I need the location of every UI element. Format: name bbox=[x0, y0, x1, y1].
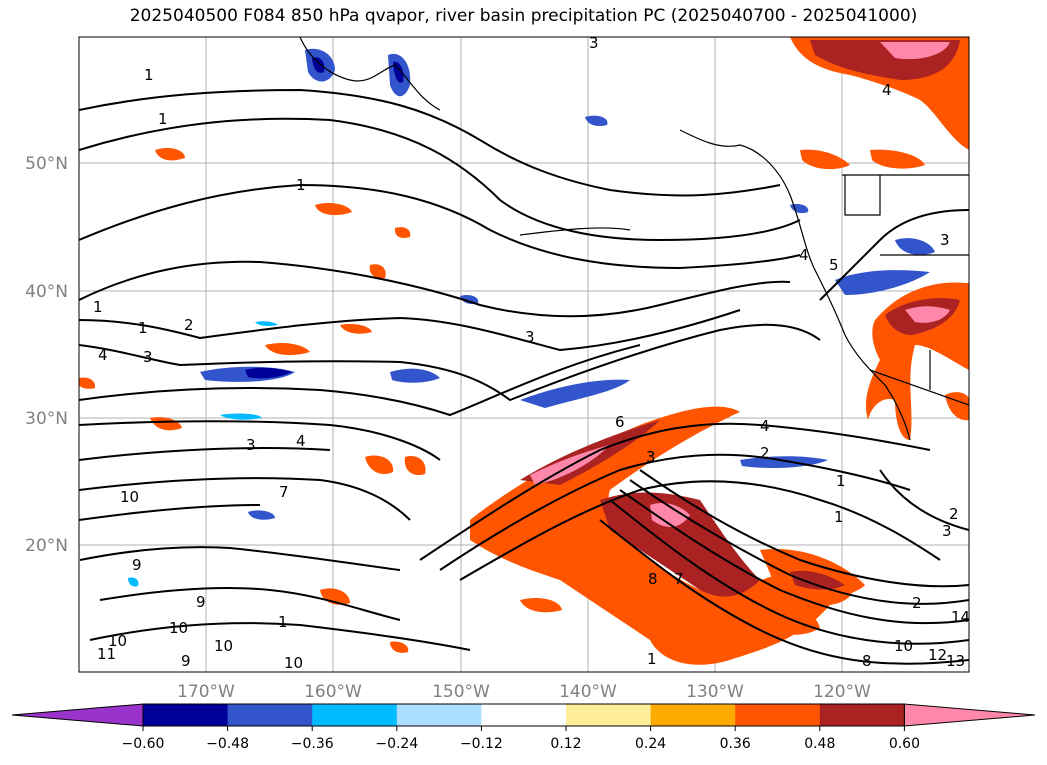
contour-label: 1 bbox=[834, 508, 844, 526]
contour-label: 2 bbox=[949, 505, 959, 523]
contour-label: 2 bbox=[760, 444, 770, 462]
contour-label: 5 bbox=[829, 256, 839, 274]
contour-label: 11 bbox=[97, 645, 116, 663]
contour-label: 7 bbox=[674, 570, 684, 588]
contour-label: 4 bbox=[760, 417, 770, 435]
colorbar-tick-label: 0.60 bbox=[889, 736, 920, 752]
contour-label: 4 bbox=[296, 432, 306, 450]
lat-label-50n: 50°N bbox=[25, 154, 68, 174]
contour-label: 8 bbox=[648, 570, 658, 588]
contour-label: 1 bbox=[144, 66, 154, 84]
lon-label-130w: 130°W bbox=[686, 682, 744, 702]
contour-label: 10 bbox=[214, 637, 233, 655]
colorbar-tick-label: 0.12 bbox=[550, 736, 581, 752]
colorbar-segment bbox=[650, 704, 736, 726]
contour-label: 1 bbox=[296, 176, 306, 194]
contour-label: 10 bbox=[284, 654, 303, 672]
contour-label: 4 bbox=[799, 246, 809, 264]
latitude-labels: 50°N 40°N 30°N 20°N bbox=[25, 154, 68, 556]
colorbar-tick-label: 0.24 bbox=[635, 736, 666, 752]
contour-label: 12 bbox=[928, 646, 947, 664]
colorbar-tick-label: −0.60 bbox=[122, 736, 165, 752]
contour-label: 4 bbox=[98, 346, 108, 364]
contour-label: 10 bbox=[120, 488, 139, 506]
contour-label: 1 bbox=[138, 319, 148, 337]
contour-label: 3 bbox=[143, 348, 153, 366]
contour-label: 1 bbox=[158, 110, 168, 128]
contour-label: 6 bbox=[615, 413, 625, 431]
qvapor-contours bbox=[79, 88, 969, 665]
lon-label-140w: 140°W bbox=[559, 682, 617, 702]
contour-label: 4 bbox=[882, 81, 892, 99]
colorbar: −0.60 −0.48 −0.36 −0.24 −0.12 0.12 0.24 0.36 0.4… bbox=[11, 703, 1036, 752]
contour-label: 3 bbox=[940, 231, 950, 249]
contour-label: 1 bbox=[647, 650, 657, 668]
colorbar-frame bbox=[142, 703, 905, 727]
colorbar-extend-low bbox=[11, 703, 144, 727]
contour-label: 10 bbox=[894, 637, 913, 655]
map-frame bbox=[78, 36, 970, 673]
contour-label: 1 bbox=[93, 298, 103, 316]
contour-label: 7 bbox=[279, 483, 289, 501]
lat-label-30n: 30°N bbox=[25, 409, 68, 429]
contour-label: 13 bbox=[946, 652, 965, 670]
colorbar-segment bbox=[735, 704, 821, 726]
colorbar-segment bbox=[566, 704, 652, 726]
contour-label: 9 bbox=[132, 556, 142, 574]
contour-label: 3 bbox=[525, 328, 535, 346]
colorbar-tick-label: 0.48 bbox=[804, 736, 835, 752]
colorbar-tick-label: −0.12 bbox=[460, 736, 503, 752]
colorbar-segment bbox=[143, 704, 229, 726]
lon-label-150w: 150°W bbox=[432, 682, 490, 702]
lon-label-170w: 170°W bbox=[177, 682, 235, 702]
contour-label: 8 bbox=[862, 652, 872, 670]
contour-label: 9 bbox=[181, 652, 191, 670]
lon-label-120w: 120°W bbox=[813, 682, 871, 702]
contour-label: 2 bbox=[184, 316, 194, 334]
colorbar-segment bbox=[819, 704, 905, 726]
colorbar-segment bbox=[312, 704, 398, 726]
contour-label: 10 bbox=[108, 632, 127, 650]
contour-label: 2 bbox=[912, 594, 922, 612]
colorbar-segment bbox=[396, 704, 482, 726]
colorbar-extend-high bbox=[903, 703, 1036, 727]
colorbar-segment bbox=[227, 704, 313, 726]
contour-label: 1 bbox=[278, 613, 288, 631]
contour-label: 3 bbox=[246, 436, 256, 454]
map-title: 2025040500 F084 850 hPa qvapor, river ba… bbox=[129, 6, 918, 26]
contour-label: 3 bbox=[646, 448, 656, 466]
lat-label-40n: 40°N bbox=[25, 282, 68, 302]
colorbar-tick-label: −0.36 bbox=[291, 736, 334, 752]
lon-label-160w: 160°W bbox=[304, 682, 362, 702]
contour-label: 3 bbox=[942, 522, 952, 540]
longitude-labels: 170°W 160°W 150°W 140°W 130°W 120°W bbox=[177, 682, 871, 702]
colorbar-tick-label: −0.48 bbox=[206, 736, 249, 752]
lat-label-20n: 20°N bbox=[25, 536, 68, 556]
contour-label: 14 bbox=[951, 608, 970, 626]
contour-label: 3 bbox=[589, 34, 599, 52]
precip-negative-shading bbox=[128, 48, 935, 587]
contour-label: 1 bbox=[836, 472, 846, 490]
colorbar-tick-label: −0.24 bbox=[375, 736, 418, 752]
colorbar-tick-label: 0.36 bbox=[720, 736, 751, 752]
contour-label: 10 bbox=[169, 619, 188, 637]
contour-label: 9 bbox=[196, 593, 206, 611]
coastlines bbox=[299, 37, 969, 441]
colorbar-segment bbox=[481, 704, 567, 726]
